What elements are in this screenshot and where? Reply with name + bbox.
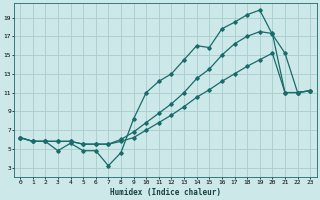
X-axis label: Humidex (Indice chaleur): Humidex (Indice chaleur)	[110, 188, 220, 197]
